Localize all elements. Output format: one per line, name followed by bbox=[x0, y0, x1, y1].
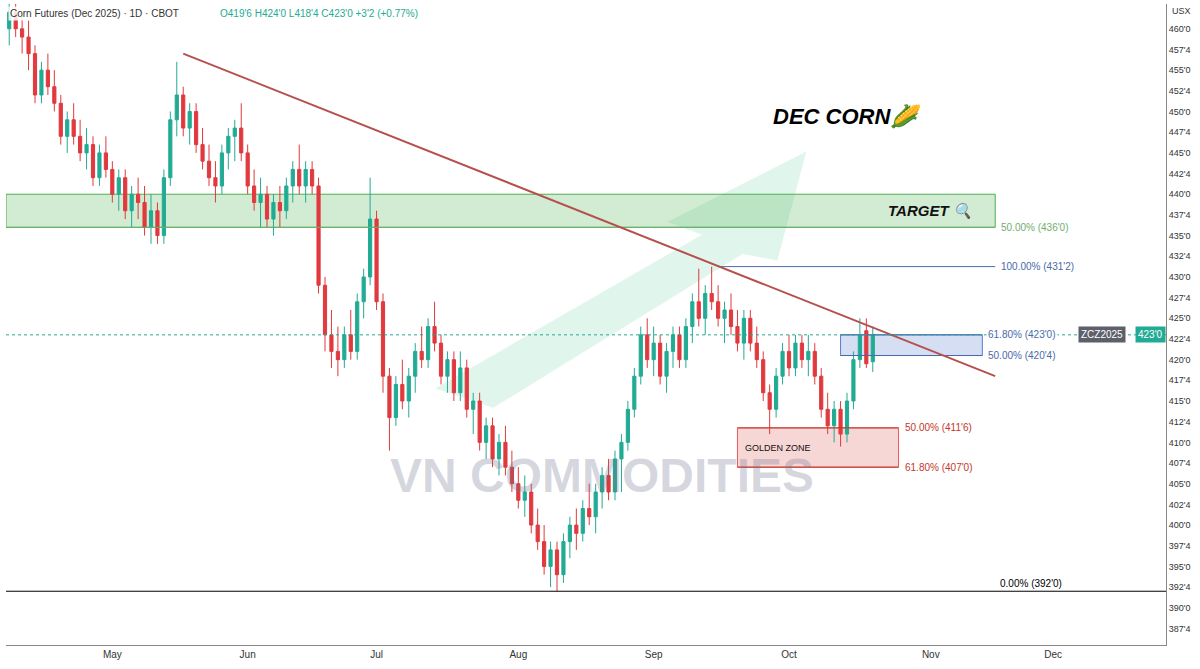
svg-text:417'4: 417'4 bbox=[1169, 375, 1191, 385]
svg-text:407'4: 407'4 bbox=[1169, 458, 1191, 468]
svg-text:455'0: 455'0 bbox=[1169, 65, 1191, 75]
svg-text:Corn Futures (Dec 2025) · 1D ·: Corn Futures (Dec 2025) · 1D · CBOT bbox=[10, 8, 179, 19]
svg-text:420'0: 420'0 bbox=[1169, 355, 1191, 365]
svg-text:397'4: 397'4 bbox=[1169, 541, 1191, 551]
svg-text:Jul: Jul bbox=[370, 649, 383, 660]
svg-text:61.80% (407'0): 61.80% (407'0) bbox=[905, 462, 973, 473]
svg-text:50.00% (411'6): 50.00% (411'6) bbox=[905, 422, 972, 433]
svg-text:50.00% (420'4): 50.00% (420'4) bbox=[988, 350, 1056, 361]
svg-text:427'4: 427'4 bbox=[1169, 293, 1191, 303]
svg-text:435'0: 435'0 bbox=[1169, 231, 1191, 241]
svg-text:440'0: 440'0 bbox=[1169, 189, 1191, 199]
svg-text:390'0: 390'0 bbox=[1169, 603, 1191, 613]
svg-text:400'0: 400'0 bbox=[1169, 520, 1191, 530]
svg-text:USX: USX bbox=[1172, 6, 1191, 16]
svg-text:432'4: 432'4 bbox=[1169, 251, 1191, 261]
svg-text:423'0: 423'0 bbox=[1138, 329, 1163, 340]
svg-text:447'4: 447'4 bbox=[1169, 127, 1191, 137]
svg-text:Sep: Sep bbox=[645, 649, 663, 660]
svg-text:GOLDEN ZONE: GOLDEN ZONE bbox=[745, 443, 811, 453]
svg-text:460'0: 460'0 bbox=[1169, 24, 1191, 34]
svg-text:Nov: Nov bbox=[922, 649, 940, 660]
svg-text:0.00% (392'0): 0.00% (392'0) bbox=[1000, 578, 1062, 589]
svg-text:Aug: Aug bbox=[509, 649, 527, 660]
svg-text:DEC CORN🌽: DEC CORN🌽 bbox=[773, 103, 922, 129]
svg-text:50.00% (436'0): 50.00% (436'0) bbox=[1001, 222, 1069, 233]
svg-text:392'4: 392'4 bbox=[1169, 582, 1191, 592]
svg-text:437'4: 437'4 bbox=[1169, 210, 1191, 220]
svg-text:402'4: 402'4 bbox=[1169, 500, 1191, 510]
svg-text:Oct: Oct bbox=[781, 649, 797, 660]
svg-text:395'0: 395'0 bbox=[1169, 562, 1191, 572]
svg-text:387'4: 387'4 bbox=[1169, 624, 1191, 634]
svg-text:Jun: Jun bbox=[240, 649, 256, 660]
svg-text:442'4: 442'4 bbox=[1169, 169, 1191, 179]
svg-text:VN COMMODITIES: VN COMMODITIES bbox=[390, 449, 814, 502]
svg-text:425'0: 425'0 bbox=[1169, 313, 1191, 323]
svg-text:452'4: 452'4 bbox=[1169, 86, 1191, 96]
svg-text:412'4: 412'4 bbox=[1169, 417, 1191, 427]
svg-text:TARGET 🔍: TARGET 🔍 bbox=[888, 201, 975, 220]
svg-text:Dec: Dec bbox=[1044, 649, 1062, 660]
svg-text:422'4: 422'4 bbox=[1169, 334, 1191, 344]
svg-text:405'0: 405'0 bbox=[1169, 479, 1191, 489]
svg-text:61.80% (423'0): 61.80% (423'0) bbox=[988, 329, 1056, 340]
svg-text:445'0: 445'0 bbox=[1169, 148, 1191, 158]
svg-text:457'4: 457'4 bbox=[1169, 45, 1191, 55]
svg-text:O419'6 H424'0 L418'4 C423'0 +3: O419'6 H424'0 L418'4 C423'0 +3'2 (+0.77%… bbox=[220, 8, 418, 19]
svg-text:410'0: 410'0 bbox=[1169, 438, 1191, 448]
svg-text:450'0: 450'0 bbox=[1169, 107, 1191, 117]
svg-text:415'0: 415'0 bbox=[1169, 396, 1191, 406]
svg-text:May: May bbox=[103, 649, 122, 660]
svg-text:ZCZ2025: ZCZ2025 bbox=[1081, 329, 1123, 340]
svg-text:100.00% (431'2): 100.00% (431'2) bbox=[1001, 261, 1074, 272]
svg-text:430'0: 430'0 bbox=[1169, 272, 1191, 282]
